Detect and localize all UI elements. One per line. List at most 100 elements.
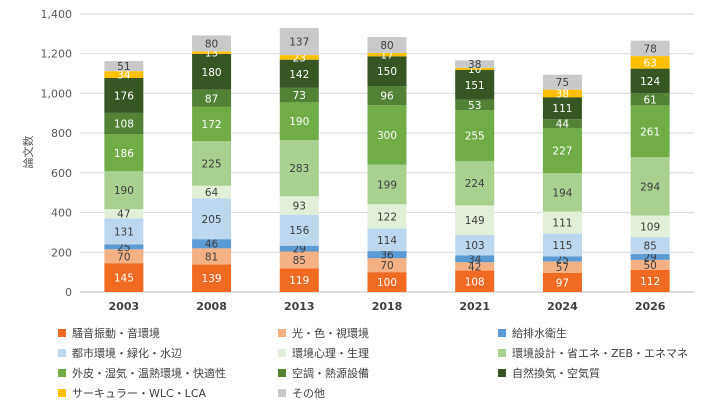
data-label: 124	[640, 76, 660, 88]
data-label: 38	[556, 88, 569, 100]
data-label: 224	[465, 178, 485, 190]
y-tick-label: 800	[51, 127, 72, 140]
bar-segment	[192, 89, 232, 107]
data-label: 156	[289, 225, 309, 237]
data-label: 73	[293, 90, 306, 102]
bar-segment	[279, 251, 319, 269]
y-axis-title: 論文数	[21, 136, 35, 169]
data-label: 93	[293, 201, 306, 213]
bar-segment	[104, 112, 144, 135]
legend-label: 自然換気・空気質	[512, 367, 600, 380]
bar-segment	[542, 272, 582, 292]
data-label: 149	[465, 215, 485, 227]
legend-item: 環境心理・生理	[278, 346, 369, 362]
data-label: 47	[117, 209, 130, 221]
data-label: 119	[289, 275, 309, 287]
data-label: 108	[114, 119, 134, 131]
data-label: 199	[377, 179, 397, 191]
x-tick-label: 2026	[635, 300, 666, 313]
data-label: 50	[643, 260, 656, 272]
bar-segment	[630, 56, 670, 69]
y-tick-label: 1,200	[41, 48, 73, 61]
bar-segment	[279, 55, 319, 60]
legend-label: 外皮・湿気・温熱環境・快適性	[72, 367, 226, 380]
data-label: 190	[289, 116, 309, 128]
bar-segment	[630, 269, 670, 292]
legend-label: 光・色・視環境	[292, 327, 369, 340]
x-tick-label: 2018	[372, 300, 403, 313]
data-label: 186	[114, 148, 134, 160]
data-label: 61	[643, 94, 656, 106]
legend-swatch	[278, 349, 286, 357]
bar-segment	[279, 27, 319, 56]
bar-segment	[367, 105, 407, 165]
bar-segment	[542, 211, 582, 234]
data-label: 145	[114, 273, 134, 285]
legend-label: サーキュラー・WLC・LCA	[72, 387, 207, 400]
bar-segment	[104, 77, 144, 113]
data-label: 300	[377, 130, 397, 142]
bar-segment	[104, 218, 144, 245]
bar-segment	[630, 259, 670, 270]
data-label: 103	[465, 240, 485, 252]
bar-segment	[279, 245, 319, 252]
bar-segment	[104, 171, 144, 209]
bar-segment	[192, 185, 232, 199]
data-label: 108	[465, 276, 485, 288]
legend-item: 環境設計・省エネ・ZEB・エネマネ	[498, 346, 688, 362]
bar-segment	[192, 141, 232, 186]
legend-swatch	[58, 389, 66, 397]
data-label: 111	[552, 218, 572, 230]
data-label: 25	[556, 254, 569, 266]
legend-swatch	[58, 349, 66, 357]
bar-segment	[542, 89, 582, 98]
bar-segment	[367, 228, 407, 252]
bar-segment	[455, 235, 495, 256]
bar-segment	[192, 51, 232, 54]
legend-swatch	[58, 369, 66, 377]
bar-segment	[455, 99, 495, 111]
data-label: 64	[205, 187, 219, 199]
data-label: 34	[468, 254, 482, 266]
x-axis: 2003 2008 2013 2018 2021 2024 2026	[109, 300, 666, 313]
bar-segment	[542, 119, 582, 128]
data-label: 142	[289, 69, 309, 81]
legend-swatch	[498, 369, 506, 377]
y-tick-label: 200	[51, 246, 72, 259]
data-label: 227	[552, 146, 572, 158]
data-label: 180	[202, 67, 222, 79]
bar-segment	[104, 208, 144, 219]
bar-segment	[455, 270, 495, 292]
y-tick-label: 0	[65, 286, 72, 299]
legend-swatch	[278, 369, 286, 377]
bar-segment	[455, 110, 495, 161]
bar-segment	[192, 106, 232, 142]
data-label: 42	[468, 261, 481, 273]
data-label: 23	[293, 52, 306, 64]
data-label: 85	[643, 241, 656, 253]
x-tick-label: 2013	[284, 300, 315, 313]
bar-segment	[104, 244, 144, 250]
bar-segment	[630, 105, 670, 158]
data-label: 100	[377, 277, 397, 289]
y-axis: 0 200 400 600 800 1,000 1,200 1,400	[41, 8, 73, 299]
bar-segment	[192, 264, 232, 292]
bar-segment	[455, 205, 495, 236]
data-label: 63	[643, 57, 656, 69]
bar-segment	[104, 71, 144, 78]
bar-segment	[542, 173, 582, 212]
legend-item: 騒音振動・音環境	[58, 326, 160, 342]
bar-segment	[455, 262, 495, 271]
legend-item: 光・色・視環境	[278, 326, 369, 342]
data-label: 131	[114, 226, 134, 238]
data-label: 25	[117, 242, 130, 254]
bar-segment	[542, 97, 582, 120]
legend-label: 環境設計・省エネ・ZEB・エネマネ	[512, 347, 689, 360]
data-label: 70	[117, 251, 130, 263]
data-label: 44	[556, 119, 570, 131]
legend-label: 給排水衛生	[512, 327, 567, 340]
data-label: 46	[205, 239, 219, 251]
